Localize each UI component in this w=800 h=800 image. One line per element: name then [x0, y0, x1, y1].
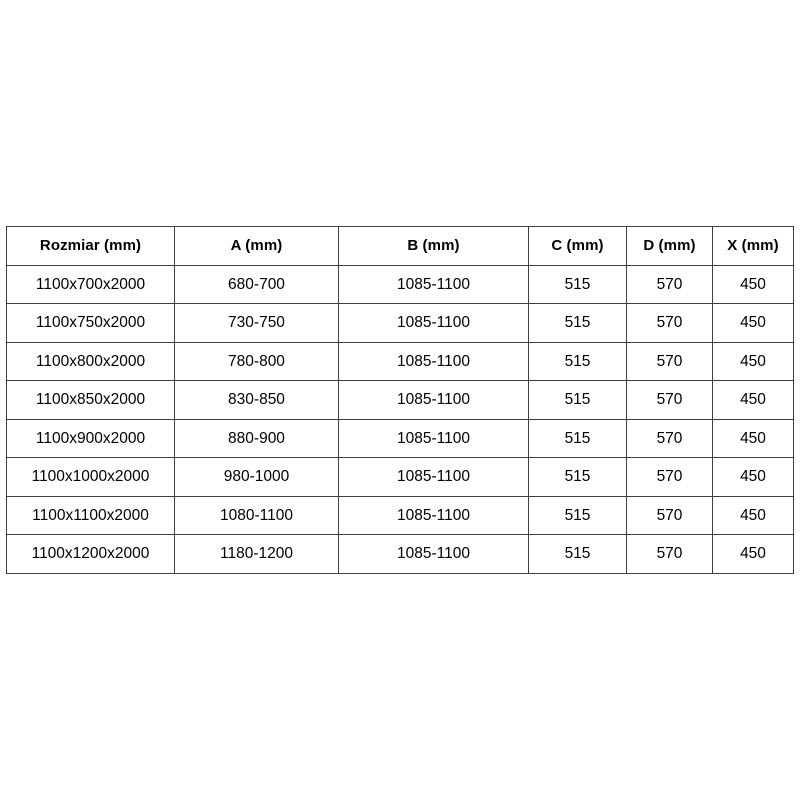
cell-a: 780-800 [174, 341, 339, 381]
cell-x: 450 [712, 418, 794, 458]
cell-b: 1085-1100 [338, 380, 529, 420]
cell-c: 515 [528, 457, 627, 497]
table-body: 1100x700x2000 680-700 1085-1100 515 570 450 11… [6, 264, 794, 574]
cell-rozmiar: 1100x850x2000 [6, 380, 175, 420]
table-row: 1100x900x2000 880-900 1085-1100 515 570 450 [6, 418, 794, 458]
column-header-a: A (mm) [174, 226, 339, 266]
column-header-x: X (mm) [712, 226, 794, 266]
cell-x: 450 [712, 457, 794, 497]
cell-d: 570 [626, 264, 713, 304]
cell-d: 570 [626, 341, 713, 381]
cell-d: 570 [626, 495, 713, 535]
cell-x: 450 [712, 341, 794, 381]
cell-rozmiar: 1100x1000x2000 [6, 457, 175, 497]
cell-c: 515 [528, 341, 627, 381]
cell-x: 450 [712, 495, 794, 535]
cell-d: 570 [626, 303, 713, 343]
cell-c: 515 [528, 495, 627, 535]
table-row: 1100x1000x2000 980-1000 1085-1100 515 570 450 [6, 457, 794, 497]
cell-b: 1085-1100 [338, 341, 529, 381]
cell-x: 450 [712, 264, 794, 304]
cell-a: 880-900 [174, 418, 339, 458]
column-header-c: C (mm) [528, 226, 627, 266]
cell-b: 1085-1100 [338, 534, 529, 574]
cell-d: 570 [626, 418, 713, 458]
cell-a: 680-700 [174, 264, 339, 304]
cell-a: 830-850 [174, 380, 339, 420]
cell-d: 570 [626, 534, 713, 574]
cell-b: 1085-1100 [338, 303, 529, 343]
table-row: 1100x750x2000 730-750 1085-1100 515 570 450 [6, 303, 794, 343]
column-header-d: D (mm) [626, 226, 713, 266]
table-row: 1100x850x2000 830-850 1085-1100 515 570 450 [6, 380, 794, 420]
cell-d: 570 [626, 380, 713, 420]
cell-rozmiar: 1100x1200x2000 [6, 534, 175, 574]
cell-c: 515 [528, 380, 627, 420]
cell-rozmiar: 1100x700x2000 [6, 264, 175, 304]
cell-a: 980-1000 [174, 457, 339, 497]
cell-a: 1080-1100 [174, 495, 339, 535]
cell-x: 450 [712, 534, 794, 574]
cell-a: 1180-1200 [174, 534, 339, 574]
cell-b: 1085-1100 [338, 457, 529, 497]
cell-rozmiar: 1100x1100x2000 [6, 495, 175, 535]
table-header-row: Rozmiar (mm) A (mm) B (mm) C (mm) D (mm) X (m… [6, 226, 794, 266]
cell-rozmiar: 1100x900x2000 [6, 418, 175, 458]
table-row: 1100x1200x2000 1180-1200 1085-1100 515 570 45… [6, 534, 794, 574]
cell-b: 1085-1100 [338, 495, 529, 535]
cell-x: 450 [712, 380, 794, 420]
cell-b: 1085-1100 [338, 418, 529, 458]
table-row: 1100x1100x2000 1080-1100 1085-1100 515 570 45… [6, 495, 794, 535]
column-header-b: B (mm) [338, 226, 529, 266]
cell-d: 570 [626, 457, 713, 497]
cell-c: 515 [528, 418, 627, 458]
table-header: Rozmiar (mm) A (mm) B (mm) C (mm) D (mm) X (m… [6, 226, 794, 266]
cell-rozmiar: 1100x750x2000 [6, 303, 175, 343]
cell-a: 730-750 [174, 303, 339, 343]
column-header-rozmiar: Rozmiar (mm) [6, 226, 175, 266]
spec-table-container: Rozmiar (mm) A (mm) B (mm) C (mm) D (mm) X (m… [6, 226, 794, 574]
cell-x: 450 [712, 303, 794, 343]
table-row: 1100x700x2000 680-700 1085-1100 515 570 450 [6, 264, 794, 304]
product-size-specification-table: Rozmiar (mm) A (mm) B (mm) C (mm) D (mm) X (m… [6, 226, 794, 574]
table-row: 1100x800x2000 780-800 1085-1100 515 570 450 [6, 341, 794, 381]
cell-rozmiar: 1100x800x2000 [6, 341, 175, 381]
cell-b: 1085-1100 [338, 264, 529, 304]
cell-c: 515 [528, 534, 627, 574]
cell-c: 515 [528, 303, 627, 343]
cell-c: 515 [528, 264, 627, 304]
